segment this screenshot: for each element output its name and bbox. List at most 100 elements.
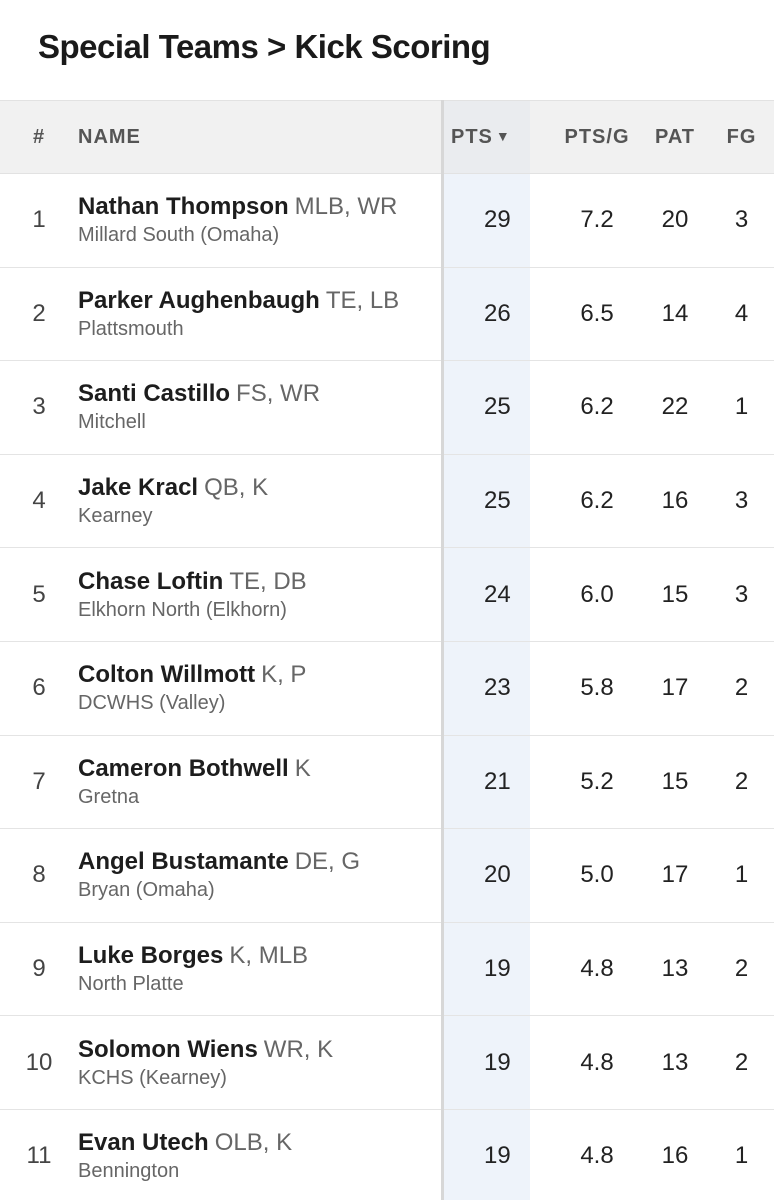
player-line: Santi Castillo FS, WR	[78, 379, 443, 409]
player-positions: K, MLB	[229, 942, 309, 970]
header-pts[interactable]: PTS ▼	[443, 126, 553, 149]
player-name-link[interactable]: Solomon Wiens	[78, 1035, 258, 1063]
player-school: DCWHS (Valley)	[78, 692, 226, 715]
player-name-link[interactable]: Parker Aughenbaugh	[78, 286, 320, 314]
pat-value: 13	[661, 1048, 689, 1076]
player-cell: Luke Borges K, MLB North Platte	[78, 941, 443, 997]
rank-value: 8	[32, 861, 46, 889]
player-cell: Colton Willmott K, P DCWHS (Valley)	[78, 660, 443, 716]
pat-value: 17	[661, 674, 689, 702]
player-positions: FS, WR	[236, 380, 321, 408]
player-positions: TE, DB	[229, 567, 307, 595]
player-school: Mitchell	[78, 411, 146, 434]
player-positions: K, P	[261, 661, 307, 689]
fg-value: 1	[734, 861, 749, 889]
table-row[interactable]: 6 Colton Willmott K, P DCWHS (Valley) 23 5.8 1…	[0, 642, 774, 736]
table-row[interactable]: 5 Chase Loftin TE, DB Elkhorn North (Elkhor…	[0, 548, 774, 642]
header-pat[interactable]: PAT	[654, 125, 696, 148]
player-line: Evan Utech OLB, K	[78, 1128, 443, 1158]
player-name-link[interactable]: Colton Willmott	[78, 661, 256, 689]
player-school: Plattsmouth	[78, 317, 184, 340]
player-school: Kearney	[78, 505, 153, 528]
fg-value: 2	[734, 1048, 749, 1076]
player-cell: Santi Castillo FS, WR Mitchell	[78, 379, 443, 435]
table-row[interactable]: 3 Santi Castillo FS, WR Mitchell 25 6.2 22 1	[0, 361, 774, 455]
sorted-column-highlight	[443, 100, 530, 1200]
fg-value: 3	[734, 206, 749, 234]
player-line: Angel Bustamante DE, G	[78, 847, 443, 877]
rank-cell: 9	[0, 955, 78, 983]
table-row[interactable]: 4 Jake Kracl QB, K Kearney 25 6.2 16 3	[0, 455, 774, 549]
pat-value: 15	[661, 767, 689, 795]
player-school: Gretna	[78, 785, 140, 808]
player-positions: DE, G	[294, 848, 361, 876]
fg-value: 1	[734, 393, 749, 421]
player-positions: QB, K	[204, 474, 269, 502]
pts-per-game-value: 5.2	[580, 767, 614, 795]
pat-value: 17	[661, 861, 689, 889]
player-positions: TE, LB	[325, 286, 400, 314]
player-cell: Evan Utech OLB, K Bennington	[78, 1128, 443, 1184]
player-cell: Chase Loftin TE, DB Elkhorn North (Elkhorn…	[78, 567, 443, 623]
rank-cell: 6	[0, 674, 78, 702]
pts-per-game-value: 6.2	[580, 393, 614, 421]
pts-per-game-value: 6.2	[580, 487, 614, 515]
rank-cell: 8	[0, 861, 78, 889]
player-name-link[interactable]: Jake Kracl	[78, 474, 199, 502]
rank-value: 11	[26, 1142, 52, 1170]
table-row[interactable]: 8 Angel Bustamante DE, G Bryan (Omaha) 20 5.0…	[0, 829, 774, 923]
rank-value: 2	[32, 299, 46, 327]
header-pts-per-game[interactable]: PTS/G	[564, 125, 630, 148]
rank-value: 3	[32, 393, 46, 421]
player-name-link[interactable]: Santi Castillo	[78, 380, 231, 408]
table-row[interactable]: 10 Solomon Wiens WR, K KCHS (Kearney) 19 4.8 1…	[0, 1016, 774, 1110]
pts-per-game-value: 4.8	[580, 1048, 614, 1076]
player-name-link[interactable]: Chase Loftin	[78, 567, 224, 595]
pat-value: 13	[661, 955, 689, 983]
rank-value: 6	[32, 674, 46, 702]
player-cell: Cameron Bothwell K Gretna	[78, 754, 443, 810]
rank-cell: 2	[0, 300, 78, 328]
player-school: Bryan (Omaha)	[78, 879, 215, 902]
pts-value: 19	[484, 1048, 511, 1076]
column-divider	[441, 100, 444, 1200]
fg-value: 2	[734, 955, 749, 983]
table-row[interactable]: 11 Evan Utech OLB, K Bennington 19 4.8 16 1	[0, 1110, 774, 1200]
table-header-row: # NAME PTS ▼ PTS/G PAT FG	[0, 100, 774, 174]
player-name-link[interactable]: Evan Utech	[78, 1129, 209, 1157]
pat-value: 14	[661, 299, 689, 327]
player-school: Bennington	[78, 1160, 180, 1183]
table-row[interactable]: 7 Cameron Bothwell K Gretna 21 5.2 15 2	[0, 736, 774, 830]
pts-per-game-value: 4.8	[580, 1142, 614, 1170]
table-row[interactable]: 9 Luke Borges K, MLB North Platte 19 4.8 13 2	[0, 923, 774, 1017]
pts-value: 29	[484, 206, 511, 234]
header-fg[interactable]: FG	[726, 125, 757, 148]
fg-value: 4	[734, 299, 749, 327]
fg-value: 1	[734, 1142, 749, 1170]
player-school: Millard South (Omaha)	[78, 224, 280, 247]
player-name-link[interactable]: Nathan Thompson	[78, 193, 289, 221]
pts-value: 19	[484, 955, 511, 983]
header-name[interactable]: NAME	[78, 125, 141, 148]
pts-value: 25	[484, 487, 511, 515]
player-line: Luke Borges K, MLB	[78, 941, 443, 971]
pat-value: 16	[661, 1142, 689, 1170]
table-body: 1 Nathan Thompson MLB, WR Millard South (Om…	[0, 174, 774, 1200]
table-row[interactable]: 1 Nathan Thompson MLB, WR Millard South (Om…	[0, 174, 774, 268]
player-name-link[interactable]: Luke Borges	[78, 942, 224, 970]
rank-cell: 11	[0, 1142, 78, 1170]
pat-value: 16	[661, 487, 689, 515]
player-cell: Angel Bustamante DE, G Bryan (Omaha)	[78, 847, 443, 903]
stats-table: # NAME PTS ▼ PTS/G PAT FG 1 Nathan Thompso…	[0, 100, 774, 1200]
pts-per-game-value: 5.8	[580, 674, 614, 702]
player-cell: Jake Kracl QB, K Kearney	[78, 473, 443, 529]
player-cell: Nathan Thompson MLB, WR Millard South (Oma…	[78, 192, 443, 248]
sort-descending-icon: ▼	[495, 127, 511, 144]
table-row[interactable]: 2 Parker Aughenbaugh TE, LB Plattsmouth 26 6.…	[0, 268, 774, 362]
rank-cell: 1	[0, 206, 78, 234]
player-name-link[interactable]: Angel Bustamante	[78, 848, 289, 876]
fg-value: 3	[734, 580, 749, 608]
pts-per-game-value: 6.5	[580, 299, 614, 327]
player-name-link[interactable]: Cameron Bothwell	[78, 754, 289, 782]
pts-value: 19	[484, 1142, 511, 1170]
